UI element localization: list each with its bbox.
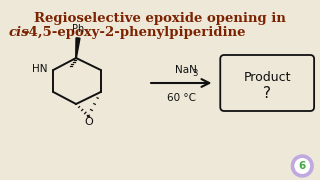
Text: NaN: NaN [175,65,197,75]
Circle shape [294,158,310,174]
FancyBboxPatch shape [220,55,314,111]
Text: 6: 6 [299,161,306,171]
Text: 3: 3 [192,69,197,78]
Text: ?: ? [263,86,271,101]
Text: O: O [84,117,93,127]
Text: Ph: Ph [72,24,84,34]
Text: Regioselective epoxide opening in: Regioselective epoxide opening in [34,12,286,25]
Circle shape [292,155,313,177]
Text: cis: cis [9,26,29,39]
Polygon shape [76,38,80,58]
Text: -4,5-epoxy-2-phenylpiperidine: -4,5-epoxy-2-phenylpiperidine [24,26,246,39]
Text: 60 °C: 60 °C [167,93,196,103]
Text: Product: Product [244,71,291,84]
Text: HN: HN [32,64,47,74]
